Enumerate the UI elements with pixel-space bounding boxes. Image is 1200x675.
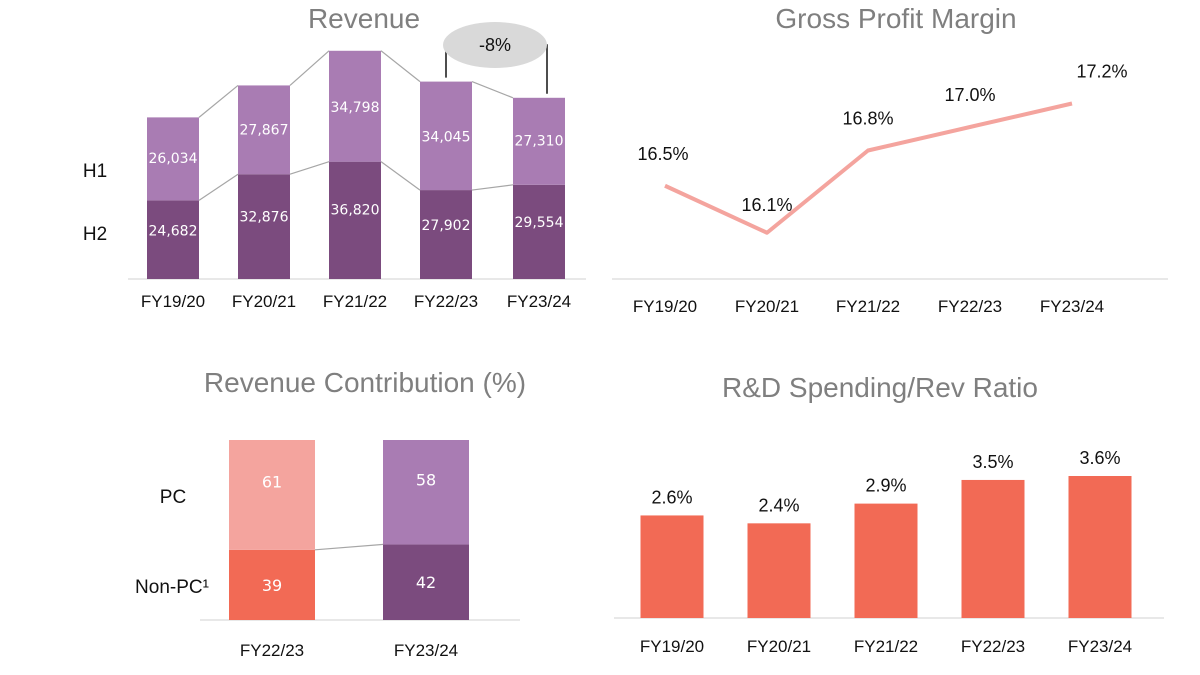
rd-ratio-x-tick-3: FY22/23	[961, 637, 1025, 656]
revenue-change-label: -8%	[479, 35, 511, 55]
contribution-bar-nonpc-1	[383, 544, 469, 620]
rd-ratio-label-0: 2.6%	[651, 487, 692, 507]
rd-ratio-bar-4	[1068, 476, 1132, 618]
gross-margin-x-tick-2: FY21/22	[836, 297, 900, 316]
revenue-label-h2-4: 29,554	[515, 215, 564, 231]
revenue-bar-h1-1	[238, 85, 290, 175]
contribution-label-nonpc-0: 39	[262, 576, 282, 595]
revenue-row-label-h2: H2	[83, 224, 107, 245]
rd-ratio-chart-title: R&D Spending/Rev Ratio	[722, 372, 1038, 403]
contribution-row-label-nonpc: Non-PC¹	[135, 577, 209, 598]
revenue-bar-h2-3	[420, 190, 472, 279]
contribution-row-label-pc: PC	[160, 487, 186, 508]
rd-ratio-bar-0	[640, 515, 704, 618]
revenue-h2-connector-3	[471, 184, 514, 191]
revenue-label-h2-0: 24,682	[149, 224, 198, 240]
revenue-bar-h1-0	[147, 117, 199, 201]
rd-ratio-label-3: 3.5%	[972, 452, 1013, 472]
revenue-label-h1-4: 27,310	[515, 134, 564, 150]
revenue-total-connector-0	[198, 84, 239, 118]
revenue-bar-h1-4	[513, 97, 565, 185]
revenue-x-tick-4: FY23/24	[507, 292, 571, 311]
contribution-bar-pc-1	[383, 440, 469, 545]
revenue-label-h1-0: 26,034	[149, 151, 198, 167]
rd-ratio-bar-1	[747, 523, 811, 618]
contribution-label-nonpc-1: 42	[416, 573, 436, 592]
contribution-split-connector	[314, 543, 384, 551]
revenue-bar-h1-2	[329, 50, 381, 162]
revenue-bar-h2-0	[147, 200, 199, 279]
rd-ratio-plot: 2.6% FY19/20 2.4% FY20/21 2.9% FY21/22 3.5% FY2…	[640, 448, 1132, 656]
revenue-label-h2-3: 27,902	[422, 218, 471, 234]
revenue-x-tick-1: FY20/21	[232, 292, 296, 311]
contribution-label-pc-0: 61	[262, 473, 282, 492]
contribution-bar-pc-0	[229, 440, 315, 550]
gross-margin-label-4: 17.2%	[1076, 62, 1127, 82]
rd-ratio-label-2: 2.9%	[865, 476, 906, 496]
revenue-x-tick-0: FY19/20	[141, 292, 205, 311]
gross-margin-label-2: 16.8%	[842, 109, 893, 129]
revenue-x-tick-3: FY22/23	[414, 292, 478, 311]
revenue-label-h1-2: 34,798	[331, 100, 380, 116]
revenue-h2-connector-1	[289, 161, 330, 175]
rd-ratio-bar-2	[854, 503, 918, 618]
revenue-total-connector-1	[289, 50, 330, 86]
gross-margin-plot: 16.5% FY19/20 16.1% FY20/21 16.8% FY21/22 17.0…	[633, 62, 1128, 317]
contribution-label-pc-1: 58	[416, 471, 436, 490]
revenue-x-tick-2: FY21/22	[323, 292, 387, 311]
rd-ratio-label-1: 2.4%	[758, 495, 799, 515]
contribution-bar-nonpc-0	[229, 549, 315, 620]
revenue-bar-h1-3	[420, 81, 472, 191]
revenue-total-connector-2	[380, 50, 421, 83]
contribution-x-tick-0: FY22/23	[240, 641, 304, 660]
revenue-total-connector-3	[471, 81, 514, 99]
gross-margin-x-tick-1: FY20/21	[735, 297, 799, 316]
contribution-x-tick-1: FY23/24	[394, 641, 458, 660]
gross-margin-x-tick-0: FY19/20	[633, 297, 697, 316]
gross-margin-label-1: 16.1%	[741, 195, 792, 215]
revenue-label-h2-2: 36,820	[331, 202, 380, 218]
revenue-row-label-h1: H1	[83, 161, 107, 182]
rd-ratio-x-tick-2: FY21/22	[854, 637, 918, 656]
gross-margin-chart-title: Gross Profit Margin	[775, 3, 1016, 34]
revenue-label-h2-1: 32,876	[240, 209, 289, 225]
revenue-label-h1-1: 27,867	[240, 122, 289, 138]
revenue-contribution-chart-title: Revenue Contribution (%)	[204, 367, 526, 398]
gross-margin-x-tick-4: FY23/24	[1040, 297, 1104, 316]
contribution-plot: 39 61 FY22/23 42 58 FY23/24	[229, 440, 469, 660]
gross-margin-label-0: 16.5%	[637, 144, 688, 164]
revenue-bar-h2-1	[238, 174, 290, 279]
revenue-plot: 24,682 26,034 FY19/20 32,876 27,867 FY20/21 36…	[141, 22, 571, 311]
rd-ratio-x-tick-1: FY20/21	[747, 637, 811, 656]
revenue-change-pill	[443, 22, 547, 68]
rd-ratio-x-tick-0: FY19/20	[640, 637, 704, 656]
gross-margin-label-3: 17.0%	[944, 85, 995, 105]
rd-ratio-x-tick-4: FY23/24	[1068, 637, 1132, 656]
gross-margin-x-tick-3: FY22/23	[938, 297, 1002, 316]
rd-ratio-label-4: 3.6%	[1079, 448, 1120, 468]
revenue-label-h1-3: 34,045	[422, 129, 471, 145]
revenue-chart-title: Revenue	[308, 3, 420, 34]
revenue-h2-connector-2	[380, 161, 421, 191]
rd-ratio-bar-3	[961, 479, 1025, 618]
revenue-bar-h2-4	[513, 184, 565, 279]
revenue-bar-h2-2	[329, 161, 381, 279]
revenue-h2-connector-0	[198, 173, 239, 201]
